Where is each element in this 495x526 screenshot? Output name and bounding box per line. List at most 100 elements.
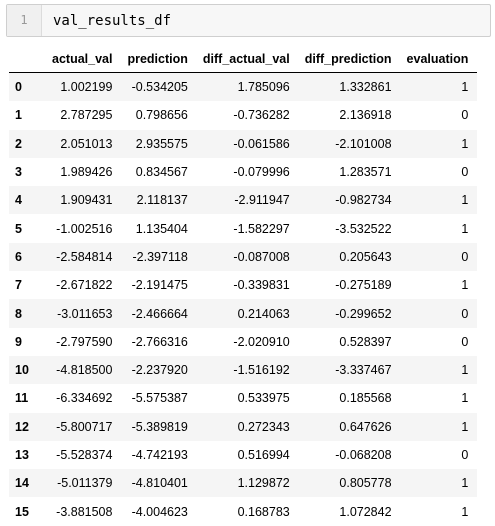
column-header-diff-actual-val: diff_actual_val (196, 46, 299, 73)
table-cell-evaluation: 1 (461, 136, 469, 151)
table-cell-actual-val: 1.002199 (60, 80, 113, 95)
table-row: 3 1.989426 0.834567 -0.079996 1.283571 0 (9, 157, 478, 187)
table-cell-prediction: -2.766316 (131, 334, 188, 349)
table-cell-actual-val: -4.818500 (56, 363, 113, 378)
table-cell-evaluation: 0 (461, 108, 469, 123)
table-cell-actual-val: -5.800717 (56, 419, 113, 434)
header-row: actual_val prediction diff_actual_val di… (9, 46, 478, 73)
table-row: 9 -2.797590 -2.766316 -2.020910 0.528397 0 (9, 327, 478, 356)
table-row: 5 -1.002516 1.135404 -1.582297 -3.532522 1 (9, 214, 478, 243)
table-cell-evaluation: 1 (461, 504, 469, 519)
table-cell-diff-actual-val: -0.736282 (233, 108, 290, 123)
table-cell-evaluation: 0 (461, 249, 469, 264)
table-cell-prediction: 2.935575 (135, 136, 188, 151)
table-cell-diff-prediction: -3.532522 (335, 221, 392, 236)
index-header (9, 46, 46, 73)
table-cell-prediction: -4.742193 (131, 448, 188, 462)
table-cell-diff-prediction: -0.068208 (335, 448, 392, 462)
table-cell-diff-actual-val: 1.129872 (237, 476, 290, 491)
table-cell-evaluation: 1 (461, 80, 469, 95)
table-cell-actual-val: -2.671822 (56, 278, 113, 293)
table-cell-prediction: -4.004623 (131, 504, 188, 519)
table-cell-prediction: -2.466664 (131, 306, 188, 321)
table-cell-diff-prediction: 0.528397 (339, 334, 392, 349)
table-cell-actual-val: -2.797590 (56, 334, 113, 349)
table-cell-diff-prediction: 0.185568 (339, 391, 392, 406)
table-cell-evaluation: 0 (461, 306, 469, 321)
row-index: 10 (15, 363, 29, 378)
table-cell-diff-prediction: 0.647626 (339, 419, 392, 434)
table-cell-actual-val: 2.787295 (60, 108, 113, 123)
table-row: 14 -5.011379 -4.810401 1.129872 0.805778 1 (9, 469, 478, 498)
table-row: 6 -2.584814 -2.397118 -0.087008 0.205643 0 (9, 242, 478, 272)
table-cell-actual-val: -5.011379 (57, 476, 113, 491)
table-cell-prediction: -5.575387 (131, 391, 188, 406)
table-cell-actual-val: 2.051013 (60, 136, 113, 151)
table-cell-diff-actual-val: -2.911947 (234, 193, 290, 208)
table-cell-diff-actual-val: -0.061586 (233, 136, 290, 151)
table-cell-diff-prediction: -3.337467 (335, 363, 392, 378)
table-cell-prediction: 0.798656 (135, 108, 188, 123)
table-cell-diff-actual-val: -0.339831 (233, 278, 290, 293)
table-cell-evaluation: 1 (461, 193, 469, 208)
table-cell-prediction: -4.810401 (131, 476, 188, 491)
dataframe-table: actual_val prediction diff_actual_val di… (9, 46, 478, 526)
table-cell-diff-prediction: 1.332861 (339, 80, 392, 95)
table-cell-diff-actual-val: -0.079996 (233, 165, 290, 180)
table-row: 15 -3.881508 -4.004623 0.168783 1.072842 1 (9, 497, 478, 526)
row-index: 8 (15, 306, 22, 321)
table-cell-evaluation: 1 (461, 419, 469, 434)
line-number: 1 (7, 5, 42, 36)
table-cell-actual-val: -1.002516 (56, 221, 113, 236)
row-index: 7 (15, 278, 22, 293)
table-cell-actual-val: 1.909431 (60, 193, 113, 208)
table-cell-evaluation: 1 (461, 278, 469, 293)
table-cell-diff-actual-val: -2.020910 (233, 334, 290, 349)
column-header-diff-prediction: diff_prediction (298, 46, 401, 73)
table-row: 1 2.787295 0.798656 -0.736282 2.136918 0 (9, 101, 478, 130)
table-row: 2 2.051013 2.935575 -0.061586 -2.101008 1 (9, 129, 478, 158)
row-index: 5 (15, 221, 22, 236)
row-index: 3 (15, 165, 22, 180)
table-cell-diff-actual-val: 1.785096 (237, 80, 290, 95)
table-row: 12 -5.800717 -5.389819 0.272343 0.647626 1 (9, 412, 478, 441)
table-cell-evaluation: 1 (461, 363, 469, 378)
table-row: 8 -3.011653 -2.466664 0.214063 -0.299652 0 (9, 299, 478, 328)
table-cell-prediction: -2.191475 (131, 278, 188, 293)
table-cell-actual-val: -6.334692 (56, 391, 113, 406)
table-cell-diff-actual-val: -1.516192 (233, 363, 290, 378)
output-area: actual_val prediction diff_actual_val di… (0, 46, 495, 526)
table-cell-actual-val: -5.528374 (56, 448, 113, 462)
row-index: 14 (15, 476, 29, 491)
row-index: 12 (15, 419, 29, 434)
table-cell-diff-prediction: 1.072842 (339, 504, 392, 519)
table-cell-actual-val: -3.881508 (56, 504, 113, 519)
table-cell-diff-actual-val: 0.168783 (237, 504, 290, 519)
table-cell-prediction: -2.397118 (132, 249, 188, 264)
table-cell-diff-actual-val: 0.516994 (237, 448, 290, 462)
column-header-prediction: prediction (121, 46, 197, 73)
code-input-cell[interactable]: 1 val_results_df (6, 4, 491, 37)
table-cell-actual-val: -3.011653 (57, 306, 113, 321)
table-cell-diff-prediction: -0.275189 (335, 278, 392, 293)
table-cell-actual-val: -2.584814 (56, 249, 113, 264)
table-row: 10 -4.818500 -2.237920 -1.516192 -3.337467 1 (9, 355, 478, 385)
code-text[interactable]: val_results_df (53, 13, 172, 29)
table-cell-evaluation: 0 (461, 334, 469, 349)
table-cell-diff-prediction: 0.205643 (339, 249, 392, 264)
row-index: 1 (15, 108, 22, 123)
column-header-evaluation: evaluation (400, 46, 478, 73)
table-cell-diff-prediction: -2.101008 (335, 136, 392, 151)
table-cell-diff-actual-val: 0.272343 (237, 419, 290, 434)
table-row: 0 1.002199 -0.534205 1.785096 1.332861 1 (9, 72, 478, 102)
table-cell-diff-prediction: 2.136918 (339, 108, 392, 123)
table-cell-actual-val: 1.989426 (60, 165, 113, 180)
row-index: 9 (15, 334, 22, 349)
table-row: 13 -5.528374 -4.742193 0.516994 -0.068208 0 (9, 440, 478, 470)
table-cell-diff-prediction: 0.805778 (339, 476, 392, 491)
table-cell-evaluation: 1 (461, 391, 469, 406)
table-body: 0 1.002199 -0.534205 1.785096 1.332861 1 1 2.78… (9, 72, 478, 526)
row-index: 0 (15, 80, 22, 95)
table-cell-prediction: 1.135404 (135, 221, 188, 236)
table-cell-prediction: 0.834567 (135, 165, 188, 180)
